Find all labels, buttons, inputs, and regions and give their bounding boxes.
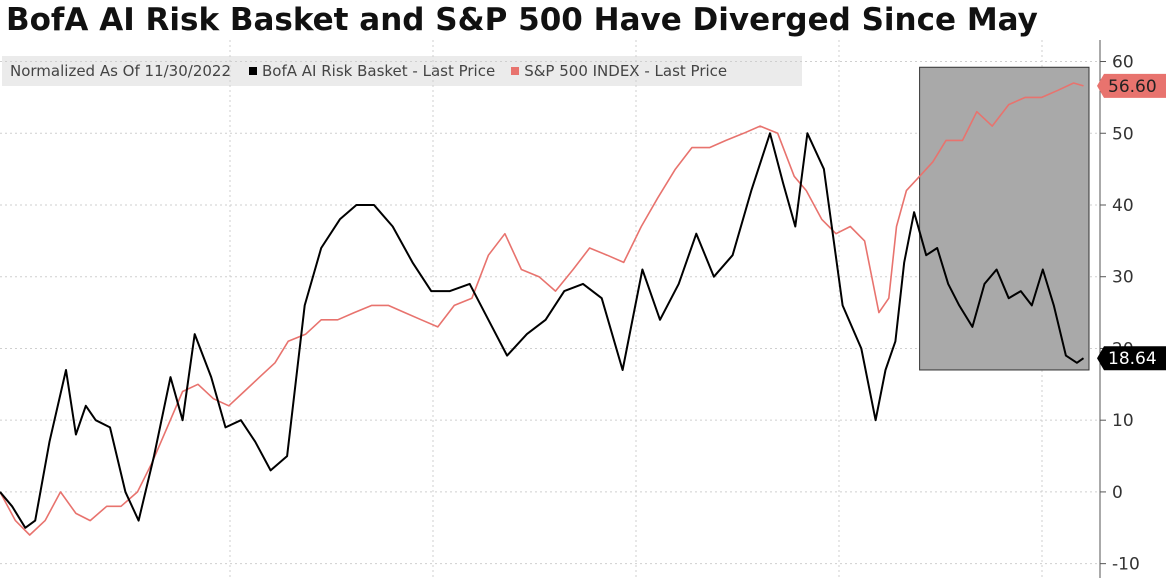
grid-lines — [0, 40, 1100, 578]
legend-item-sp500: S&P 500 INDEX - Last Price — [511, 62, 727, 80]
highlight-box — [919, 66, 1090, 371]
legend-label-ai-basket: BofA AI Risk Basket - Last Price — [262, 62, 496, 80]
legend-swatch-sp500 — [511, 67, 520, 75]
y-tick-label: 50 — [1112, 124, 1134, 144]
y-axis: -100102030405060 — [1099, 40, 1140, 578]
legend-swatch-ai-basket — [249, 67, 257, 75]
series-line-ai-basket — [0, 132, 1085, 529]
legend-item-ai-basket: BofA AI Risk Basket - Last Price — [249, 62, 495, 80]
highlight-region — [919, 66, 1090, 371]
normalization-note: Normalized As Of 11/30/2022 — [10, 62, 231, 80]
legend-label-sp500: S&P 500 INDEX - Last Price — [524, 62, 728, 80]
y-tick-label: 40 — [1112, 196, 1134, 216]
y-tick-label: -10 — [1112, 555, 1140, 575]
series-lines — [0, 82, 1085, 536]
y-tick-label: 60 — [1112, 53, 1134, 73]
y-tick-label: 30 — [1112, 268, 1134, 288]
last-value-tag — [1097, 73, 1166, 98]
y-tick-label: 10 — [1112, 411, 1134, 431]
legend: Normalized As Of 11/30/2022 BofA AI Risk… — [2, 56, 802, 86]
last-value-label: 18.64 — [1108, 349, 1157, 369]
last-value-labels: 56.60 18.64 — [1097, 73, 1166, 371]
chart-title: BofA AI Risk Basket and S&P 500 Have Div… — [6, 2, 1038, 38]
last-value-label: 56.60 — [1108, 77, 1157, 97]
last-value-tag — [1097, 346, 1166, 371]
y-tick-label: 0 — [1112, 483, 1123, 503]
